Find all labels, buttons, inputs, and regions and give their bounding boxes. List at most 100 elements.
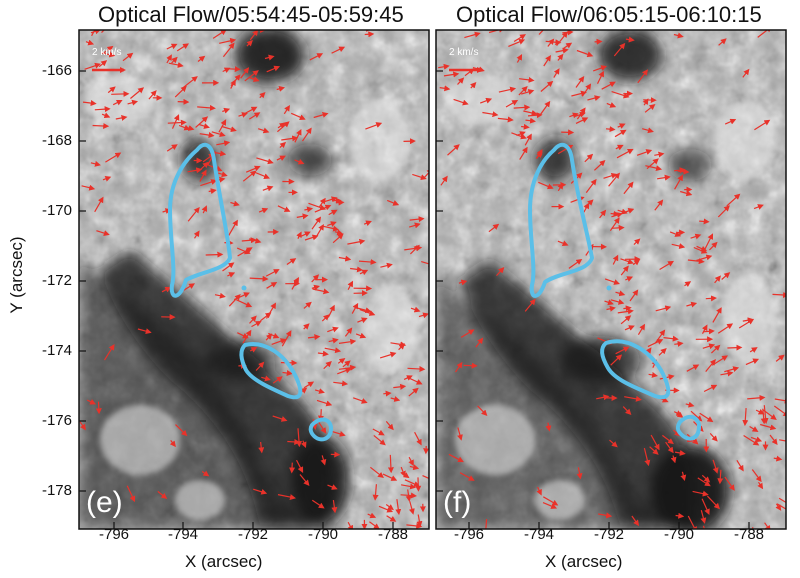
flow-vector <box>85 39 95 46</box>
flow-vector <box>174 85 187 98</box>
flow-vector <box>593 160 606 171</box>
flow-vector <box>112 100 123 106</box>
flow-vector <box>416 514 423 528</box>
flow-vector <box>328 337 339 344</box>
flow-vector <box>157 490 168 500</box>
flow-vector <box>637 323 646 336</box>
flow-vector <box>94 196 104 213</box>
flow-vector <box>300 231 311 237</box>
flow-vector <box>623 181 634 195</box>
flow-vector <box>323 361 332 370</box>
flow-vector <box>479 97 493 104</box>
flow-vector <box>262 185 274 192</box>
flow-vector <box>573 111 586 118</box>
flow-vector <box>241 237 257 244</box>
flow-vector <box>287 438 301 445</box>
xtick-label: -788 <box>377 526 409 543</box>
flow-vector <box>709 432 718 442</box>
flow-vector <box>776 503 786 510</box>
flow-vector <box>421 260 429 267</box>
flow-vector <box>86 399 96 405</box>
flow-vector <box>692 490 709 497</box>
contour-dot <box>606 285 612 291</box>
flow-vector <box>409 222 421 229</box>
flow-vector <box>101 112 111 119</box>
flow-vector <box>94 106 111 113</box>
flow-vector <box>323 196 338 203</box>
flow-vector <box>557 53 564 61</box>
flow-vector <box>615 144 624 151</box>
flow-vector <box>718 38 727 46</box>
flow-vector <box>228 219 238 236</box>
flow-vector <box>82 100 97 107</box>
flow-vector <box>674 340 684 347</box>
flow-vector <box>615 346 630 355</box>
flow-vector <box>261 375 271 382</box>
flow-vector <box>625 276 634 282</box>
flow-vector <box>615 290 626 297</box>
flow-vector <box>272 415 288 422</box>
flow-vector <box>221 125 237 133</box>
contour-region <box>528 142 594 298</box>
flow-vector <box>372 484 379 501</box>
flow-vector <box>266 281 278 289</box>
flow-vector <box>228 293 241 307</box>
flow-vector <box>334 229 344 236</box>
flow-vector <box>102 45 114 54</box>
flow-vector <box>693 246 708 254</box>
flow-vector <box>749 347 758 353</box>
ytick-label: -166 <box>41 62 72 79</box>
flow-vector <box>575 75 585 88</box>
flow-vector <box>511 132 527 140</box>
flow-vector <box>294 129 302 143</box>
flow-vector <box>266 65 281 73</box>
flow-vector <box>636 149 653 156</box>
ytick-label: -176 <box>41 412 72 429</box>
flow-vector <box>412 173 427 181</box>
flow-vector <box>303 323 310 330</box>
flow-vector <box>193 230 200 239</box>
flow-vector <box>386 199 400 206</box>
contour-region <box>600 339 671 400</box>
ytick-label: -170 <box>41 202 72 219</box>
flow-vector <box>379 351 397 359</box>
flow-vector <box>127 99 139 106</box>
flow-vector <box>684 281 692 288</box>
flow-vector <box>338 255 352 262</box>
flow-vector <box>197 55 206 62</box>
flow-vector <box>323 225 340 232</box>
flow-vector <box>201 470 210 477</box>
flow-vector <box>724 366 740 373</box>
flow-vector <box>612 254 619 265</box>
panel-e-scale-label: 2 km/s <box>92 47 121 58</box>
xtick-label: -796 <box>98 526 130 543</box>
panel-f-title: Optical Flow/06:05:15-06:10:15 <box>456 2 762 27</box>
flow-vector <box>101 30 106 34</box>
flow-vector <box>519 76 535 83</box>
flow-vector <box>538 181 554 190</box>
flow-vector <box>400 466 406 478</box>
flow-vector <box>311 216 322 230</box>
flow-vector <box>195 116 209 128</box>
flow-vector <box>166 144 178 152</box>
flow-vector <box>545 39 562 46</box>
flow-vector <box>553 68 560 78</box>
flow-vector <box>281 135 299 142</box>
flow-vector <box>230 74 241 87</box>
flow-vector <box>453 98 469 106</box>
ytick-label: -168 <box>41 132 72 149</box>
flow-vector <box>603 172 618 179</box>
flow-vector <box>199 169 207 182</box>
flow-vector <box>665 441 674 454</box>
flow-vector <box>390 396 401 402</box>
flow-vector <box>701 324 708 334</box>
ytick-label: -178 <box>41 482 72 499</box>
flow-vector <box>369 521 380 529</box>
flow-vector <box>753 204 764 210</box>
flow-vector <box>604 299 614 306</box>
panel-e-title: Optical Flow/05:54:45-05:59:45 <box>98 2 404 27</box>
flow-vector <box>687 258 705 265</box>
flow-vector <box>644 103 656 113</box>
flow-vector <box>769 434 778 445</box>
flow-vector <box>749 425 759 432</box>
